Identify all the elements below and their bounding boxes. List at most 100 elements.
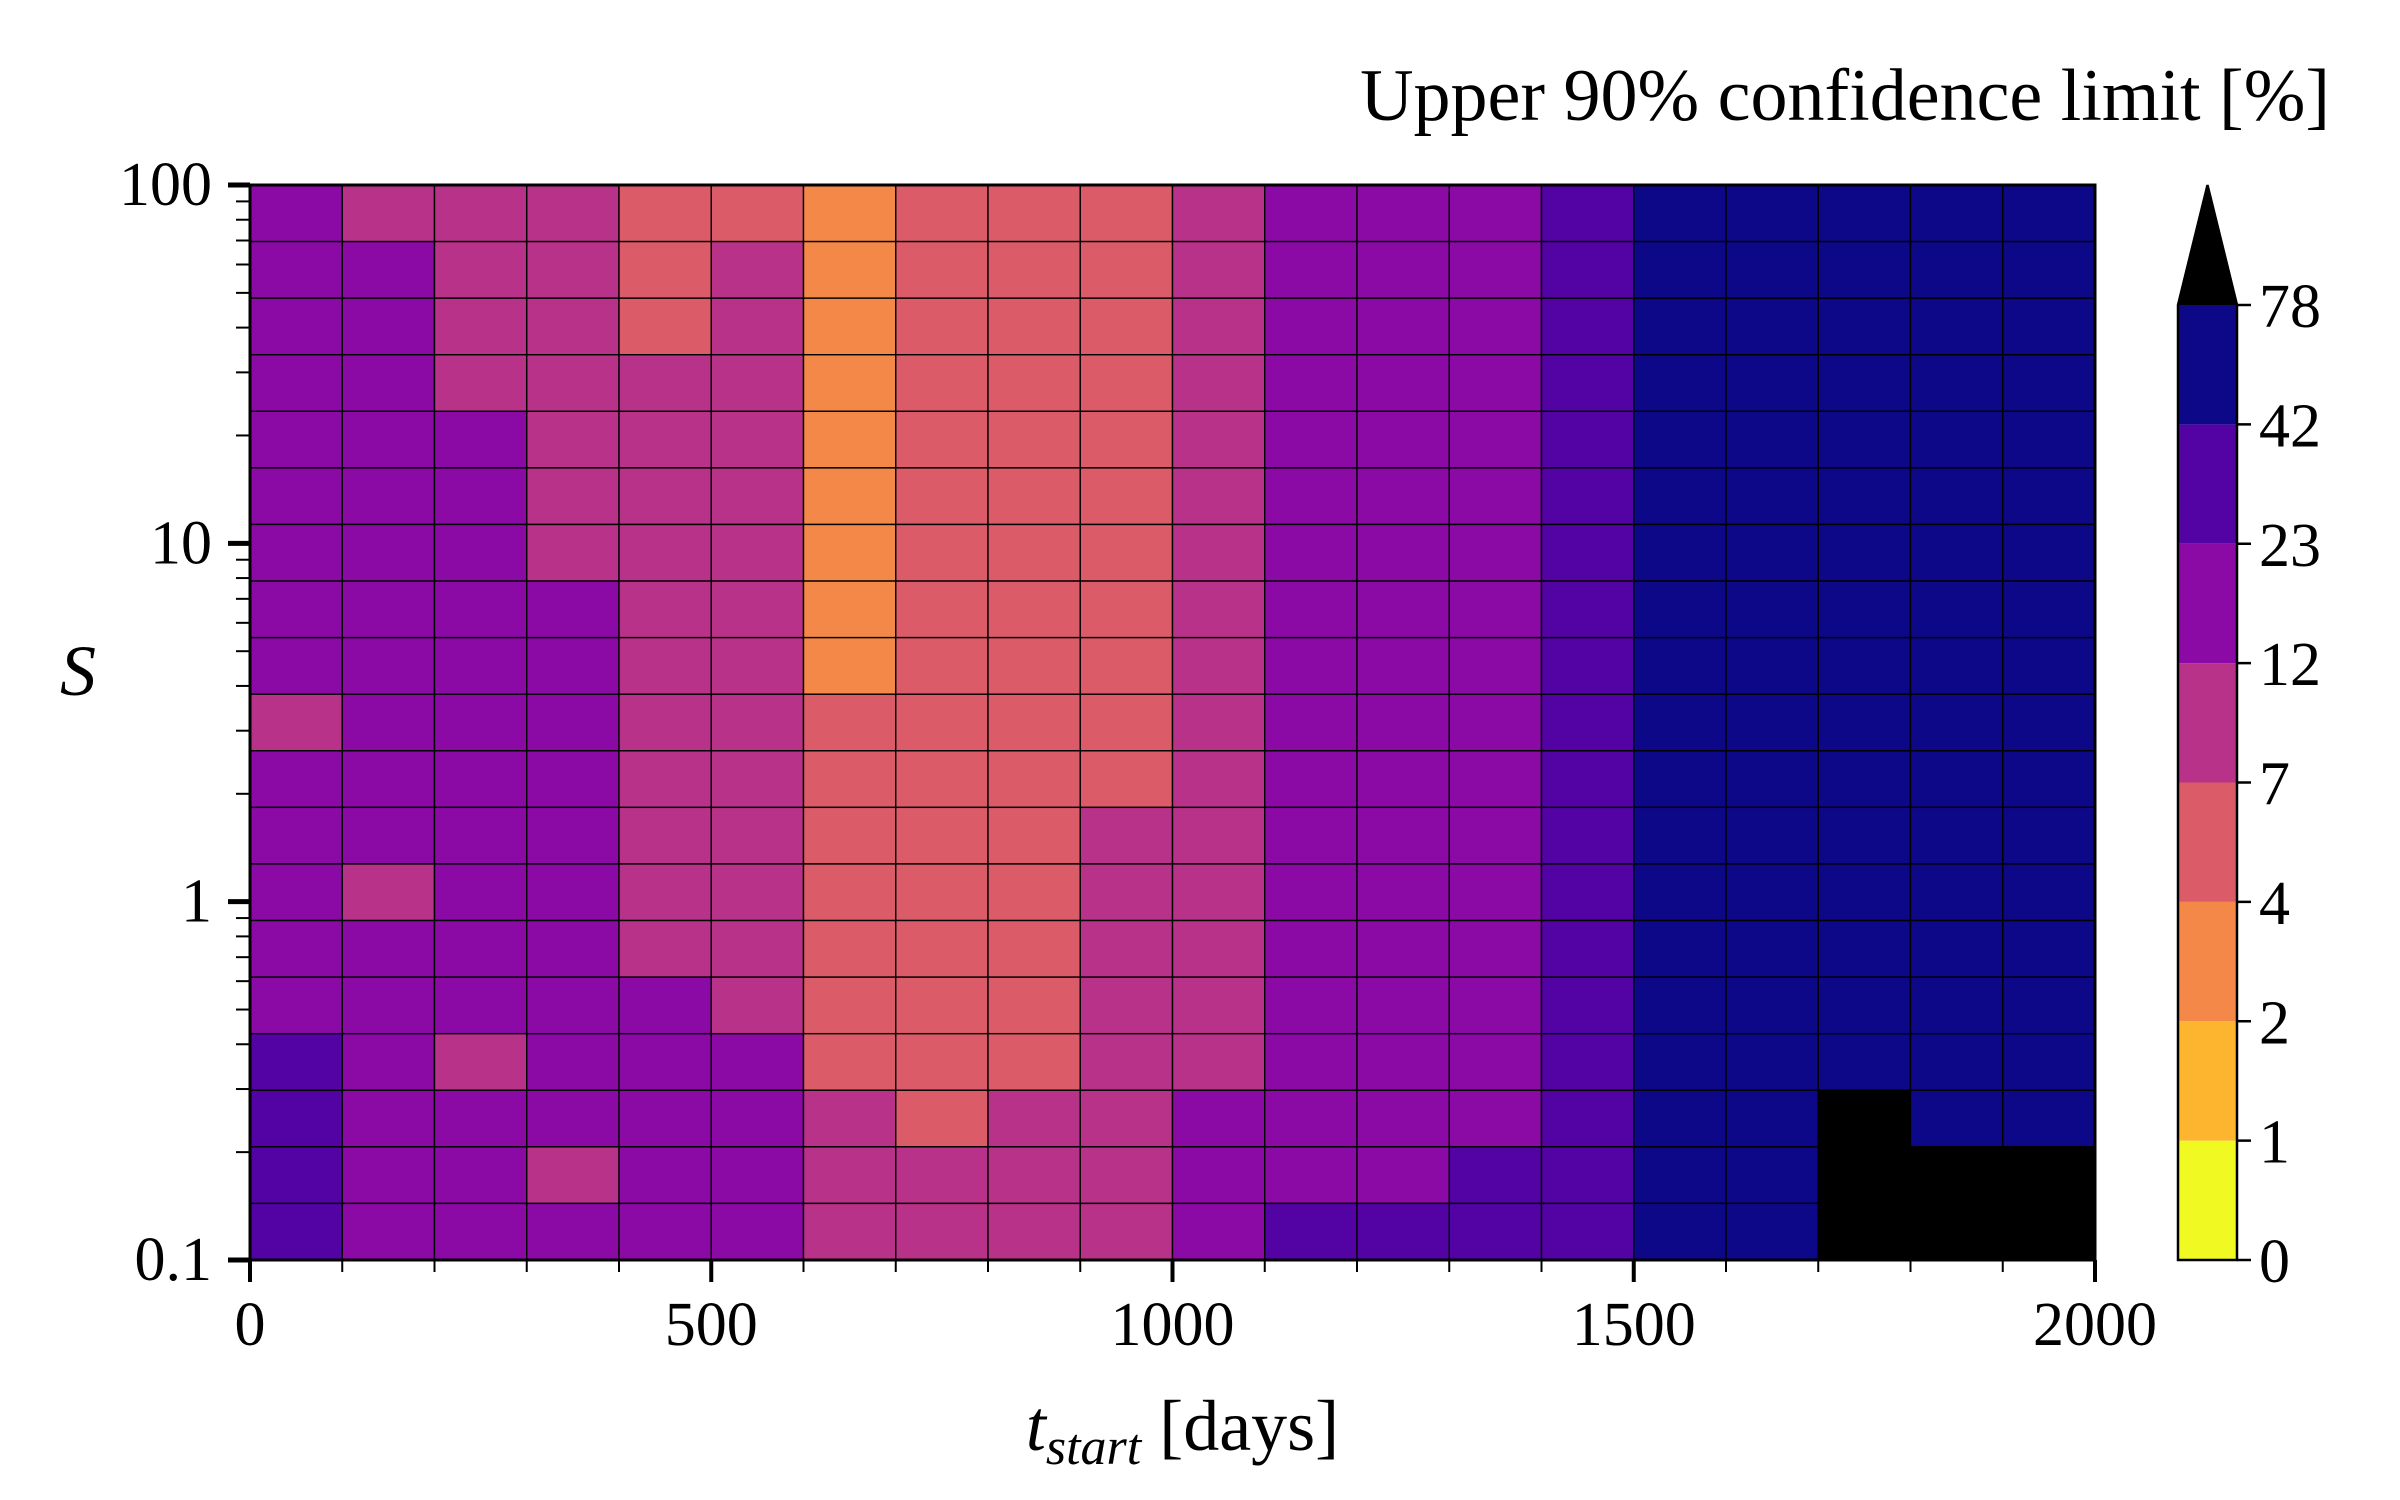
heatmap-cell — [1817, 467, 1912, 526]
heatmap-cell — [987, 410, 1081, 469]
heatmap-cell — [526, 863, 620, 922]
heatmap-cell — [1171, 410, 1266, 469]
heatmap-cell — [895, 523, 989, 582]
heatmap-cell — [526, 636, 620, 695]
heatmap-cell — [1817, 636, 1912, 695]
colorbar-segment — [2178, 424, 2237, 544]
heatmap-cell — [1540, 297, 1635, 356]
heatmap-cell — [1356, 806, 1450, 865]
heatmap-cell — [1725, 297, 1819, 356]
heatmap-cell — [987, 919, 1081, 978]
heatmap-cell — [618, 240, 712, 299]
heatmap-cell — [249, 636, 343, 695]
heatmap-cell — [249, 297, 343, 356]
heatmap-cell — [1817, 580, 1912, 639]
heatmap-cell — [2002, 806, 2096, 865]
colorbar-segment — [2178, 1140, 2237, 1260]
y-tick-label: 1 — [181, 868, 212, 936]
heatmap-cell — [802, 410, 897, 469]
heatmap-cell — [249, 693, 343, 752]
heatmap-cell — [1633, 297, 1727, 356]
heatmap-cell — [1633, 1146, 1727, 1205]
heatmap-cell — [1264, 240, 1358, 299]
heatmap-cell — [618, 580, 712, 639]
heatmap-cell — [1725, 636, 1819, 695]
heatmap-cell — [1909, 863, 2004, 922]
heatmap-cell — [1725, 240, 1819, 299]
heatmap-cell — [1725, 1089, 1819, 1148]
heatmap-cell — [433, 240, 528, 299]
x-tick-label: 1500 — [1572, 1291, 1696, 1359]
heatmap-cell — [1909, 693, 2004, 752]
heatmap-cell — [1079, 750, 1174, 809]
y-tick-label: 100 — [119, 151, 212, 219]
heatmap-cell — [1909, 1032, 2004, 1091]
heatmap-cell — [1079, 467, 1174, 526]
heatmap-cell — [1817, 1202, 1912, 1261]
heatmap-cell — [895, 297, 989, 356]
heatmap-cell — [1633, 1202, 1727, 1261]
heatmap-cell — [1079, 354, 1174, 413]
heatmap-cell — [433, 354, 528, 413]
heatmap-cell — [2002, 184, 2096, 243]
heatmap-cell — [1079, 184, 1174, 243]
heatmap-cell — [895, 919, 989, 978]
heatmap-cell — [710, 467, 805, 526]
heatmap-cell — [2002, 467, 2096, 526]
heatmap-cell — [987, 354, 1081, 413]
heatmap-cell — [1633, 467, 1727, 526]
colorbar-tick-label: 78 — [2259, 273, 2321, 341]
x-axis-title-main: t — [1026, 1386, 1048, 1466]
heatmap-cell — [802, 863, 897, 922]
heatmap-cell — [1633, 1032, 1727, 1091]
x-axis-title-unit: [days] — [1141, 1386, 1339, 1466]
heatmap-cell — [1079, 297, 1174, 356]
heatmap-cell — [1171, 467, 1266, 526]
heatmap-cell — [1264, 467, 1358, 526]
heatmap-cell — [987, 750, 1081, 809]
heatmap-cell — [1079, 1202, 1174, 1261]
heatmap-cell — [1356, 354, 1450, 413]
heatmap-cell — [1633, 693, 1727, 752]
heatmap-cell — [2002, 410, 2096, 469]
heatmap-cell — [1817, 184, 1912, 243]
heatmap-cell — [618, 863, 712, 922]
heatmap-cell — [249, 467, 343, 526]
heatmap-cell — [341, 806, 436, 865]
heatmap-cell — [433, 1202, 528, 1261]
heatmap-cell — [618, 976, 712, 1035]
heatmap-cell — [1817, 354, 1912, 413]
heatmap-cell — [1540, 523, 1635, 582]
heatmap-cell — [1079, 240, 1174, 299]
heatmap-cell — [710, 1202, 805, 1261]
heatmap-cell — [710, 863, 805, 922]
heatmap-cell — [341, 693, 436, 752]
heatmap-cell — [1264, 863, 1358, 922]
heatmap-cell — [341, 919, 436, 978]
heatmap-cell — [710, 750, 805, 809]
heatmap-cell — [1264, 354, 1358, 413]
heatmap-cell — [1909, 184, 2004, 243]
heatmap-cell — [987, 240, 1081, 299]
heatmap-cell — [433, 919, 528, 978]
heatmap-cell — [1171, 354, 1266, 413]
heatmap-cell — [1171, 750, 1266, 809]
heatmap-cell — [895, 1202, 989, 1261]
colorbar-segment — [2178, 901, 2237, 1022]
heatmap-cell — [1356, 467, 1450, 526]
heatmap-cell — [1909, 410, 2004, 469]
heatmap-cell — [1356, 580, 1450, 639]
heatmap-cell — [802, 297, 897, 356]
heatmap-cell — [526, 1202, 620, 1261]
heatmap-cell — [1540, 1032, 1635, 1091]
heatmap-cell — [1171, 1089, 1266, 1148]
heatmap-cell — [1725, 410, 1819, 469]
heatmap-cell — [1725, 1032, 1819, 1091]
heatmap-cell — [1540, 693, 1635, 752]
heatmap-cell — [526, 410, 620, 469]
heatmap-cell — [1171, 693, 1266, 752]
heatmap-cell — [1725, 1202, 1819, 1261]
heatmap-cell — [433, 523, 528, 582]
heatmap-cell — [1909, 919, 2004, 978]
